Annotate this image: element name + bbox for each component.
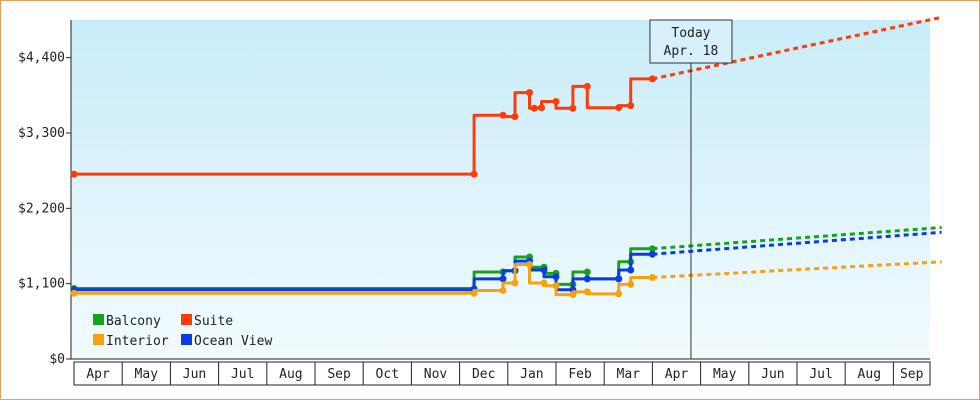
today-label-box <box>649 19 733 64</box>
x-tick-label: Jun <box>183 367 206 382</box>
series-point-suite <box>70 170 78 178</box>
series-point-suite <box>552 98 560 105</box>
series-point-interior <box>648 274 656 281</box>
x-tick-label: Nov <box>424 367 448 382</box>
series-point-interior <box>552 282 560 290</box>
series-layer <box>70 15 942 299</box>
series-point-ocean-view <box>552 273 560 281</box>
x-tick-label: Jul <box>809 367 832 382</box>
series-suite <box>70 15 942 178</box>
series-point-suite <box>648 75 656 83</box>
series-point-interior <box>569 291 577 299</box>
x-tick-label: Apr <box>86 367 110 382</box>
series-point-suite <box>511 113 519 121</box>
series-projection-interior <box>652 260 942 279</box>
series-point-ocean-view <box>540 266 548 274</box>
x-tick-label: Oct <box>376 367 399 382</box>
x-tick-label: Jul <box>231 367 254 382</box>
series-point-ocean-view <box>627 266 635 274</box>
series-point-interior <box>499 287 507 294</box>
series-point-interior <box>511 279 519 287</box>
legend-swatch-interior <box>93 334 104 345</box>
series-point-suite <box>470 170 478 178</box>
series-point-suite <box>627 102 635 110</box>
series-point-interior <box>627 280 635 288</box>
y-tick-label: $0 <box>49 352 65 367</box>
series-point-balcony <box>583 268 591 276</box>
legend-swatch-suite <box>181 314 192 325</box>
x-tick-label: Feb <box>568 367 592 382</box>
x-tick-label: Jan <box>520 367 543 382</box>
x-tick-label: Dec <box>472 367 495 382</box>
x-axis: Apr May Jun Jul Aug Sep Oct Nov Dec Jan Feb Mar Apr M… <box>71 358 931 386</box>
series-point-interior <box>526 261 533 268</box>
x-axis-band <box>73 361 931 386</box>
y-tick-label: $3,300 <box>18 126 65 141</box>
y-tick-label: $4,400 <box>18 51 65 66</box>
legend-swatch-balcony <box>93 314 104 325</box>
legend: Balcony Suite Interior Ocean View <box>93 314 272 349</box>
today-marker: Today Apr. 18 <box>649 19 733 359</box>
series-point-suite <box>569 104 577 112</box>
x-tick-label: May <box>713 367 737 382</box>
series-point-interior <box>470 289 478 297</box>
plot-area <box>71 20 930 359</box>
series-point-ocean-view <box>583 275 591 283</box>
series-point-interior <box>70 289 78 297</box>
series-line-interior <box>74 263 653 297</box>
legend-label-balcony: Balcony <box>106 314 161 329</box>
series-point-interior <box>540 279 548 287</box>
series-projection-ocean-view <box>652 230 942 256</box>
today-date: Apr. 18 <box>664 44 719 59</box>
x-tick-label: Apr <box>665 367 689 382</box>
legend-label-suite: Suite <box>194 314 233 329</box>
x-tick-label: May <box>135 367 159 382</box>
series-point-suite <box>538 104 545 112</box>
legend-swatch-ocean-view <box>181 334 192 345</box>
series-projection-balcony <box>652 226 942 251</box>
x-tick-label: Aug <box>279 367 302 382</box>
series-interior <box>70 260 942 299</box>
y-axis: $0 $1,100 $2,200 $3,300 $4,400 <box>18 20 72 367</box>
y-tick-label: $1,100 <box>18 277 65 292</box>
x-tick-label: Jun <box>761 367 784 382</box>
series-point-ocean-view <box>499 275 507 283</box>
x-tick-label: Sep <box>900 367 924 382</box>
legend-label-interior: Interior <box>106 334 169 349</box>
legend-label-ocean-view: Ocean View <box>194 334 272 349</box>
series-point-interior <box>615 290 623 298</box>
series-point-ocean-view <box>615 275 623 283</box>
series-point-ocean-view <box>648 250 656 258</box>
series-projection-suite <box>652 15 942 81</box>
series-point-interior <box>583 288 591 296</box>
series-point-suite <box>615 104 623 112</box>
series-point-suite <box>499 111 507 119</box>
series-point-suite <box>530 104 538 112</box>
series-point-suite <box>583 82 591 90</box>
y-tick-label: $2,200 <box>18 201 65 216</box>
series-point-balcony <box>648 245 656 253</box>
x-tick-label: Sep <box>327 367 351 382</box>
x-tick-label: Mar <box>617 367 641 382</box>
series-point-suite <box>526 89 533 97</box>
today-label: Today <box>671 26 710 41</box>
x-tick-label: Aug <box>858 367 881 382</box>
